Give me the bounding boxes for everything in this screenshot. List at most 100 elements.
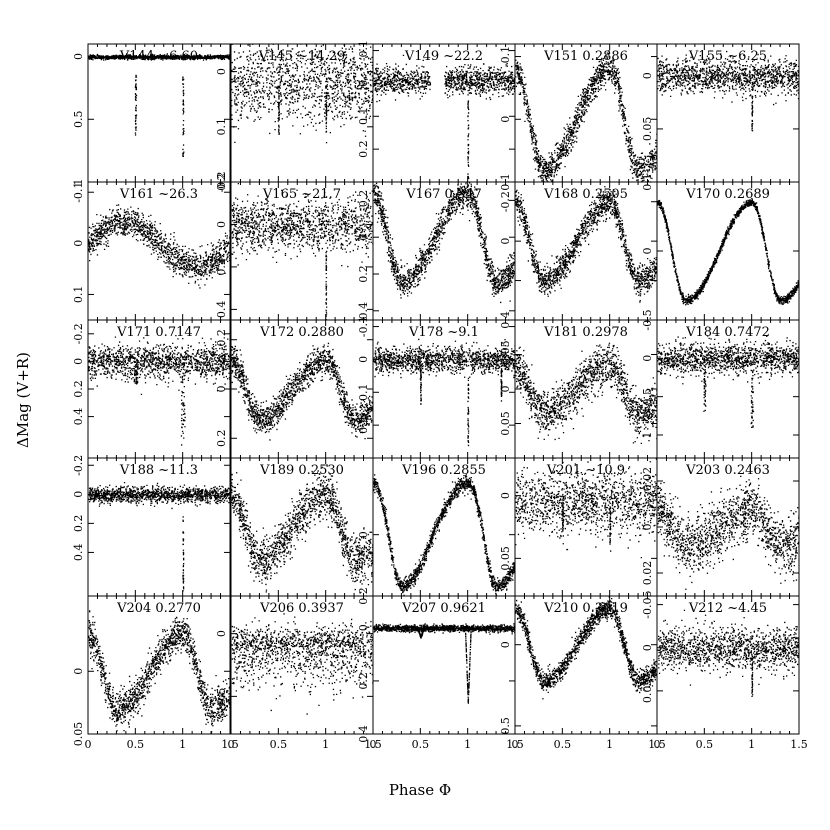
panel-15: -0.2 0 0.2 0.4 V188 ~11.3 — [72, 455, 231, 597]
y-tick-label-20-0: 0 — [72, 668, 85, 675]
y-tick-label-5-1: 0 — [72, 240, 85, 247]
x-tick-label-22-1: 0.5 — [412, 738, 430, 751]
x-tick-label-23-0: 0 — [512, 738, 519, 751]
data-points-0 — [88, 53, 230, 157]
panel-points-8 — [515, 186, 657, 303]
panel-label-6: V165 ~21.7 — [262, 187, 341, 202]
y-tick-label-21-0: 0 — [215, 630, 228, 637]
x-tick-label-23-2: 1 — [606, 738, 613, 751]
data-points-13 — [515, 342, 657, 444]
panel-label-13: V181 0.2978 — [543, 325, 628, 340]
panel-9: 0 V170 0.2689 — [641, 181, 800, 321]
x-tick-label-24-0: 0 — [654, 738, 661, 751]
x-tick-label-22-0: 0 — [370, 738, 377, 751]
x-tick-label-24-1: 0.5 — [696, 738, 714, 751]
data-points-21 — [231, 613, 373, 715]
panel-points-9 — [657, 198, 799, 306]
panel-frame-2 — [372, 43, 516, 183]
y-axis-title: ΔMag (V+R) — [14, 352, 32, 448]
panel-frame-15 — [87, 457, 231, 597]
panel-label-19: V203 0.2463 — [685, 463, 770, 478]
y-tick-label-14-0: -0.5 — [641, 309, 654, 330]
y-tick-label-14-2: 0.5 — [641, 388, 654, 406]
panel-points-7 — [373, 182, 515, 304]
y-tick-label-12-1: 0 — [357, 356, 370, 363]
y-tick-label-13-0: -0.05 — [499, 340, 512, 368]
y-tick-label-22-2: 0.4 — [357, 725, 370, 743]
panel-points-6 — [231, 183, 373, 320]
panel-points-2 — [373, 54, 515, 180]
panel-label-18: V201 ~10.9 — [546, 463, 625, 478]
y-tick-label-0-1: 0.5 — [72, 111, 85, 129]
y-tick-label-14-1: 0 — [641, 355, 654, 362]
panel-label-15: V188 ~11.3 — [119, 463, 198, 478]
y-tick-label-5-2: 0.1 — [72, 286, 85, 304]
panel-label-20: V204 0.2770 — [116, 601, 201, 616]
panel-label-24: V212 ~4.45 — [688, 601, 767, 616]
data-points-4 — [657, 50, 799, 132]
panel-points-3 — [515, 50, 657, 182]
y-tick-label-11-0: -0.2 — [215, 329, 228, 350]
y-tick-label-21-1: 0.5 — [215, 688, 228, 706]
panel-frame-14 — [656, 319, 800, 459]
panel-10: -0.2 0 0.2 0.4 V171 0.7147 — [72, 319, 231, 459]
panel-label-10: V171 0.7147 — [116, 325, 201, 340]
panel-frame-17 — [372, 457, 516, 597]
panel-points-21 — [231, 613, 373, 715]
x-tick-label-24-2: 1 — [748, 738, 755, 751]
panel-frame-7 — [372, 181, 516, 321]
x-tick-label-24-3: 1.5 — [790, 738, 808, 751]
panel-points-16 — [231, 464, 373, 593]
data-points-19 — [657, 475, 799, 590]
y-tick-label-2-1: 0 — [357, 80, 370, 87]
y-tick-label-0-2: 1 — [72, 179, 85, 186]
y-tick-label-4-0: 0 — [641, 72, 654, 79]
panel-frame-21 — [230, 595, 374, 735]
panel-label-11: V172 0.2880 — [259, 325, 344, 340]
x-tick-label-21-1: 0.5 — [270, 738, 288, 751]
panel-points-1 — [231, 44, 373, 144]
panel-label-23: V210 0.3919 — [543, 601, 628, 616]
y-tick-label-24-1: 0 — [641, 644, 654, 651]
y-tick-label-9-0: 0 — [641, 248, 654, 255]
x-tick-label-21-0: 0 — [228, 738, 235, 751]
y-tick-label-11-1: 0 — [215, 386, 228, 393]
panel-7: -0.2 0 0.2 0.4 V167 0.347 — [357, 181, 516, 321]
y-tick-label-10-1: 0 — [72, 358, 85, 365]
y-tick-label-15-3: 0.4 — [72, 544, 85, 562]
panel-frame-6 — [230, 181, 374, 321]
panel-points-11 — [231, 334, 373, 441]
panel-points-0 — [88, 53, 230, 157]
y-tick-label-22-0: 0 — [357, 624, 370, 631]
panel-frame-22 — [372, 595, 516, 735]
y-tick-label-6-0: -0.2 — [215, 171, 228, 192]
y-tick-label-12-2: 0.1 — [357, 384, 370, 402]
y-tick-label-19-1: 0 — [641, 524, 654, 531]
panel-label-8: V168 0.2505 — [543, 187, 628, 202]
panel-points-24 — [657, 609, 799, 697]
y-tick-label-8-1: 0 — [499, 238, 512, 245]
y-tick-label-4-1: 0.05 — [641, 117, 654, 142]
panel-points-19 — [657, 475, 799, 590]
data-points-23 — [515, 596, 657, 700]
panel-frame-20 — [87, 595, 231, 735]
data-points-12 — [373, 338, 515, 447]
panel-21: 0 0.5 V206 0.3937 0 0.5 1 1.5 — [215, 595, 382, 751]
panel-19: -0.02 0 0.02 V203 0.2463 — [641, 457, 800, 597]
y-tick-label-15-2: 0.2 — [72, 515, 85, 533]
panel-label-2: V149 ~22.2 — [404, 49, 483, 64]
y-tick-label-22-1: 0.2 — [357, 672, 370, 690]
panel-label-0: V144 ~6.60 — [119, 49, 198, 64]
panel-label-1: V145 ~14.29 — [258, 49, 345, 64]
data-points-22 — [373, 623, 515, 704]
panel-24: -0.05 0 0.05 V212 ~4.45 0 0.5 1 1.5 — [641, 590, 808, 751]
panel-points-23 — [515, 596, 657, 700]
y-tick-label-23-1: 0.5 — [499, 717, 512, 735]
y-tick-label-14-3: 1 — [641, 432, 654, 439]
panel-label-16: V189 0.2530 — [259, 463, 344, 478]
y-tick-label-10-3: 0.4 — [72, 408, 85, 426]
panel-points-10 — [88, 335, 230, 446]
